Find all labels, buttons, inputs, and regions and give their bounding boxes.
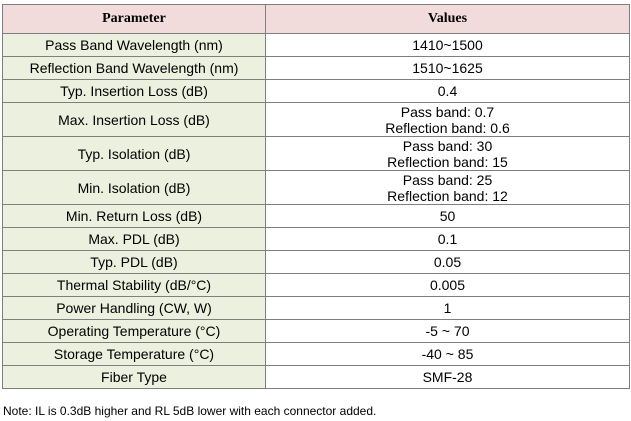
value-text: 0.1 bbox=[437, 231, 458, 247]
parameter-cell: Typ. Insertion Loss (dB) bbox=[2, 79, 266, 103]
value-cell: 50 bbox=[265, 204, 630, 228]
value-text: Pass band: 30 bbox=[402, 137, 493, 154]
header-text: Parameter bbox=[102, 11, 166, 26]
parameter-cell: Thermal Stability (dB/°C) bbox=[2, 273, 266, 297]
value-cell: 1 bbox=[265, 296, 630, 320]
parameter-text: Max. Insertion Loss (dB) bbox=[58, 111, 210, 128]
parameter-cell: Power Handling (CW, W) bbox=[2, 296, 266, 320]
value-text: 1410~1500 bbox=[412, 37, 483, 53]
parameter-text: Fiber Type bbox=[101, 369, 167, 385]
value-text: SMF-28 bbox=[422, 369, 473, 385]
parameter-text: Pass Band Wavelength (nm) bbox=[45, 37, 223, 53]
parameter-cell: Max. PDL (dB) bbox=[2, 227, 266, 251]
value-cell: 1410~1500 bbox=[265, 33, 630, 57]
value-cell: Pass band: 30 Reflection band: 15 bbox=[265, 136, 630, 171]
value-text: 1 bbox=[443, 300, 452, 316]
value-cell: 0.4 bbox=[265, 79, 630, 103]
value-cell: -40 ~ 85 bbox=[265, 342, 630, 366]
value-cell: Pass band: 0.7 Reflection band: 0.6 bbox=[265, 102, 630, 137]
note: Note: IL is 0.3dB higher and RL 5dB lowe… bbox=[3, 404, 377, 418]
header-cell: Parameter bbox=[2, 4, 266, 34]
parameter-cell: Min. Isolation (dB) bbox=[2, 170, 266, 205]
value-text: -40 ~ 85 bbox=[421, 346, 474, 362]
header-text: Values bbox=[427, 11, 468, 26]
value-cell: SMF-28 bbox=[265, 365, 630, 389]
parameter-text: Min. Isolation (dB) bbox=[77, 179, 191, 196]
value-text: 0.005 bbox=[429, 277, 466, 293]
parameter-cell: Fiber Type bbox=[2, 365, 266, 389]
parameter-text: Operating Temperature (°C) bbox=[47, 323, 221, 339]
parameter-cell: Min. Return Loss (dB) bbox=[2, 204, 266, 228]
value-cell: 1510~1625 bbox=[265, 56, 630, 80]
value-text: Pass band: 0.7 bbox=[400, 103, 495, 120]
value-cell: 0.005 bbox=[265, 273, 630, 297]
value-text: Reflection band: 15 bbox=[387, 153, 508, 170]
value-text: 0.4 bbox=[437, 83, 458, 99]
value-cell: 0.05 bbox=[265, 250, 630, 274]
parameter-text: Typ. Isolation (dB) bbox=[77, 145, 191, 162]
parameter-cell: Reflection Band Wavelength (nm) bbox=[2, 56, 266, 80]
value-cell: Pass band: 25 Reflection band: 12 bbox=[265, 170, 630, 205]
value-text: Reflection band: 12 bbox=[387, 187, 508, 204]
parameter-cell: Pass Band Wavelength (nm) bbox=[2, 33, 266, 57]
parameter-text: Min. Return Loss (dB) bbox=[65, 208, 203, 224]
value-text: -5 ~ 70 bbox=[425, 323, 470, 339]
value-text: 50 bbox=[439, 208, 456, 224]
parameter-text: Reflection Band Wavelength (nm) bbox=[29, 60, 239, 76]
parameter-text: Storage Temperature (°C) bbox=[53, 346, 215, 362]
parameter-cell: Storage Temperature (°C) bbox=[2, 342, 266, 366]
parameter-cell: Max. Insertion Loss (dB) bbox=[2, 102, 266, 137]
value-cell: -5 ~ 70 bbox=[265, 319, 630, 343]
value-text: Pass band: 25 bbox=[402, 171, 493, 188]
value-text: Reflection band: 0.6 bbox=[385, 119, 510, 136]
parameter-text: Typ. PDL (dB) bbox=[90, 254, 178, 270]
header-cell: Values bbox=[265, 4, 630, 34]
parameter-text: Power Handling (CW, W) bbox=[56, 300, 212, 316]
parameter-cell: Typ. PDL (dB) bbox=[2, 250, 266, 274]
value-cell: 0.1 bbox=[265, 227, 630, 251]
parameter-text: Max. PDL (dB) bbox=[88, 231, 180, 247]
parameter-text: Thermal Stability (dB/°C) bbox=[56, 277, 212, 293]
parameter-text: Typ. Insertion Loss (dB) bbox=[60, 83, 208, 99]
parameter-cell: Typ. Isolation (dB) bbox=[2, 136, 266, 171]
value-text: 0.05 bbox=[433, 254, 462, 270]
value-text: 1510~1625 bbox=[412, 60, 483, 76]
parameter-cell: Operating Temperature (°C) bbox=[2, 319, 266, 343]
